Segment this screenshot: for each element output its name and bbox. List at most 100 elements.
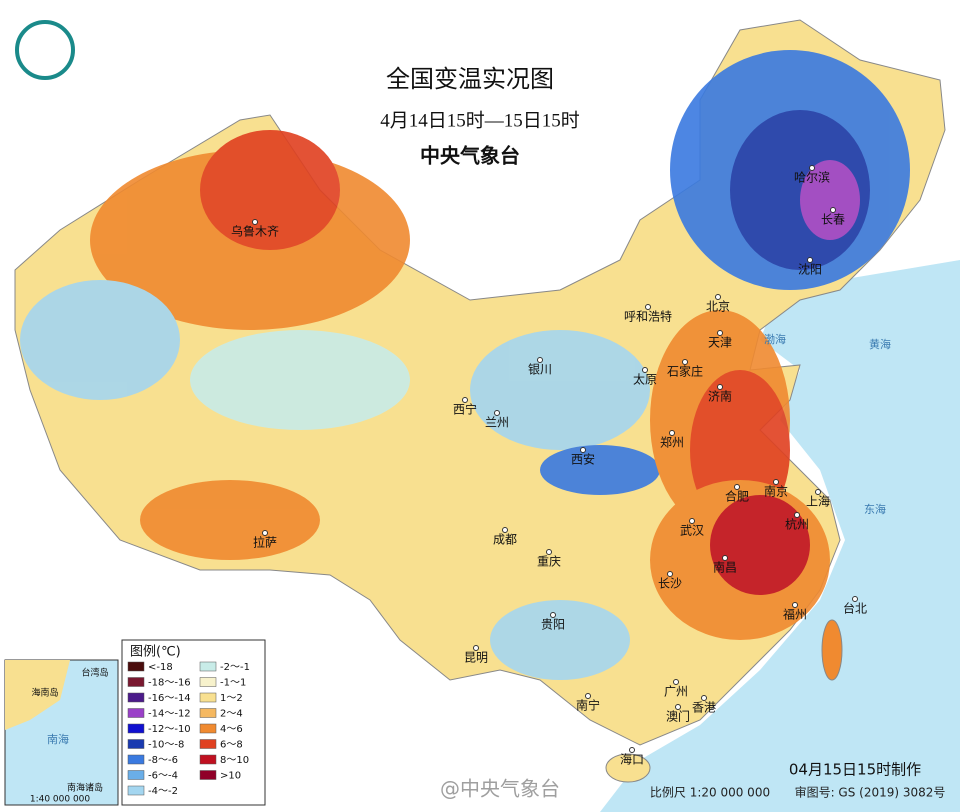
city-dot — [715, 294, 721, 300]
legend-swatch — [127, 692, 145, 703]
city-label: 银川 — [528, 363, 552, 377]
taiwan — [821, 619, 843, 681]
city-label: 香港 — [692, 701, 716, 715]
city-dot — [669, 430, 675, 436]
city-label: 西宁 — [453, 402, 477, 417]
city-dot — [701, 695, 707, 701]
legend-label: 2～4 — [220, 709, 243, 720]
city-label: 南京 — [764, 484, 788, 499]
city-dot — [667, 571, 673, 577]
city-label: 重庆 — [537, 555, 561, 569]
city-label: 海口 — [620, 752, 644, 767]
cool-area — [470, 330, 650, 450]
city-dot — [546, 549, 552, 555]
legend-swatch — [127, 739, 145, 749]
city-dot — [473, 645, 479, 651]
temperature-field — [20, 50, 910, 680]
city-label: 乌鲁木齐 — [231, 224, 279, 239]
watermark: @中央气象台 — [440, 777, 560, 801]
city-label: 杭州 — [785, 517, 809, 532]
city-dot — [682, 359, 688, 365]
subtitle: 4月14日15时—15日15时 — [380, 109, 580, 131]
legend-label: -10～-8 — [148, 740, 184, 751]
legend-label: >10 — [220, 771, 241, 782]
title: 全国变温实况图 — [386, 65, 554, 93]
city-dot — [689, 518, 695, 524]
legend-label: -14～-12 — [148, 709, 191, 720]
legend-swatch — [127, 754, 145, 765]
city-label: 拉萨 — [253, 535, 277, 550]
city-dot — [722, 555, 728, 561]
legend-swatch — [127, 661, 145, 672]
legend-swatch — [127, 677, 145, 687]
legend: 图例(℃) <-18 -18～-16 -16～-14 -14～-12 -12～-10 -1… — [121, 639, 266, 806]
warm-area — [200, 130, 340, 250]
inset-title: 南海诸岛 — [67, 782, 103, 794]
logo — [15, 20, 75, 80]
city-label: 哈尔滨 — [794, 170, 830, 185]
city-dot — [773, 479, 779, 485]
city-label: 石家庄 — [667, 364, 703, 379]
city-dot — [675, 704, 681, 710]
city-dot — [629, 747, 635, 753]
inset-label: 台湾岛 — [81, 667, 108, 679]
sea-label: 黄海 — [869, 337, 891, 351]
sea — [600, 260, 960, 812]
city-label: 成都 — [493, 533, 517, 547]
sea-label: 东海 — [864, 502, 886, 516]
city-dot — [717, 330, 723, 336]
city-dot — [734, 484, 740, 490]
legend-swatch — [127, 708, 145, 718]
city-dot — [852, 596, 858, 602]
approval: 审图号: GS (2019) 3082号 — [795, 785, 946, 800]
city-dot — [807, 257, 813, 263]
city-dot — [585, 693, 591, 699]
city-label: 郑州 — [660, 435, 684, 450]
city-label: 沈阳 — [798, 262, 822, 277]
legend-swatch — [199, 723, 217, 734]
legend-label: 4～6 — [220, 724, 243, 735]
legend-label: -4～-2 — [148, 786, 178, 797]
made-time: 04月15日15时制作 — [789, 761, 921, 779]
city-dot — [502, 527, 508, 533]
city-dot — [537, 357, 543, 363]
city-dot — [815, 489, 821, 495]
city-label: 济南 — [708, 389, 732, 404]
legend-label: -16～-14 — [148, 693, 191, 704]
cold-area — [800, 160, 860, 240]
legend-label: -18～-16 — [148, 678, 191, 689]
hainan — [605, 753, 651, 783]
legend-label: 1～2 — [220, 693, 243, 704]
city-dot — [262, 530, 268, 536]
city-label: 昆明 — [464, 651, 488, 665]
city-label: 合肥 — [725, 489, 749, 504]
inset-land — [5, 660, 70, 730]
city-label: 贵阳 — [541, 618, 565, 632]
legend-swatch — [127, 770, 145, 780]
inset-label: 南海 — [47, 732, 69, 746]
legend-label: -1～1 — [220, 678, 246, 689]
city-label: 福州 — [783, 607, 807, 622]
city-dot — [794, 512, 800, 518]
cool-area — [490, 600, 630, 680]
legend-swatch — [199, 754, 217, 765]
city-label: 太原 — [633, 372, 657, 387]
city-dot — [809, 165, 815, 171]
city-label: 上海 — [806, 494, 830, 509]
city-label: 长春 — [821, 213, 845, 227]
legend-label: 8～10 — [220, 755, 249, 766]
warm-area — [710, 495, 810, 595]
legend-swatch — [199, 770, 217, 780]
city-label: 台北 — [843, 601, 867, 616]
legend-label: -8～-6 — [148, 755, 178, 766]
city-label: 广州 — [664, 685, 688, 699]
city-dot — [642, 367, 648, 373]
legend-swatch — [199, 739, 217, 749]
legend-title: 图例(℃) — [130, 645, 181, 660]
city-label: 南宁 — [576, 698, 600, 713]
cool-area — [540, 445, 660, 495]
legend-swatch — [127, 785, 145, 796]
legend-label: 6～8 — [220, 740, 243, 751]
inset-scale: 1:40 000 000 — [30, 795, 91, 805]
